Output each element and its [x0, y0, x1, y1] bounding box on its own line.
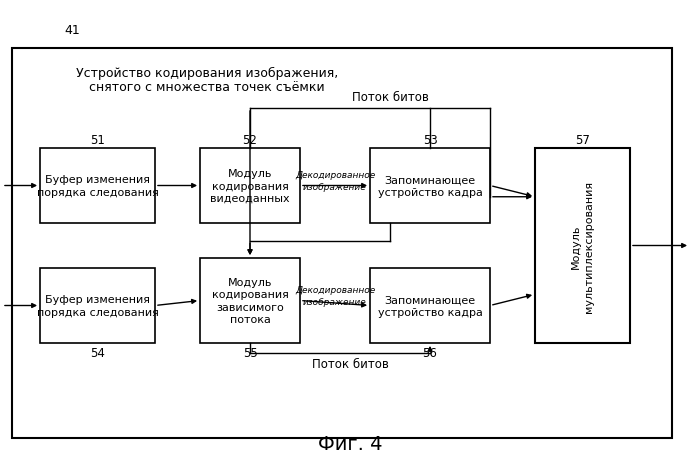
- Text: 52: 52: [243, 134, 258, 147]
- Text: Запоминающее
устройство кадра: Запоминающее устройство кадра: [377, 175, 482, 197]
- Text: Модуль
кодирования
видеоданных: Модуль кодирования видеоданных: [210, 169, 290, 203]
- Text: Поток битов: Поток битов: [351, 91, 428, 104]
- Text: Буфер изменения
порядка следования: Буфер изменения порядка следования: [36, 175, 158, 197]
- Text: Модуль
кодирования
зависимого
потока: Модуль кодирования зависимого потока: [211, 277, 288, 325]
- Bar: [535, 149, 630, 343]
- Bar: [370, 149, 490, 224]
- Bar: [40, 269, 155, 343]
- Text: 54: 54: [90, 347, 105, 360]
- Text: Поток битов: Поток битов: [312, 357, 388, 370]
- Bar: [200, 258, 300, 343]
- Text: 56: 56: [423, 347, 438, 360]
- Bar: [40, 149, 155, 224]
- Text: Запоминающее
устройство кадра: Запоминающее устройство кадра: [377, 294, 482, 317]
- Text: 51: 51: [90, 134, 105, 147]
- Text: Фиг. 4: Фиг. 4: [318, 434, 382, 453]
- Bar: [370, 269, 490, 343]
- Text: Декодированное
изображение: Декодированное изображение: [295, 286, 375, 306]
- Bar: [12, 49, 672, 438]
- Text: 57: 57: [575, 134, 590, 147]
- Text: Устройство кодирования изображения,: Устройство кодирования изображения,: [76, 67, 338, 80]
- Text: 53: 53: [423, 134, 438, 147]
- Text: 55: 55: [243, 347, 258, 360]
- Text: Модуль
мультиплексирования: Модуль мультиплексирования: [571, 180, 594, 312]
- Text: Буфер изменения
порядка следования: Буфер изменения порядка следования: [36, 294, 158, 317]
- Text: 41: 41: [64, 24, 80, 37]
- Bar: [200, 149, 300, 224]
- Text: Декодированное
изображение: Декодированное изображение: [295, 171, 375, 191]
- Text: снятого с множества точек съёмки: снятого с множества точек съёмки: [89, 81, 325, 94]
